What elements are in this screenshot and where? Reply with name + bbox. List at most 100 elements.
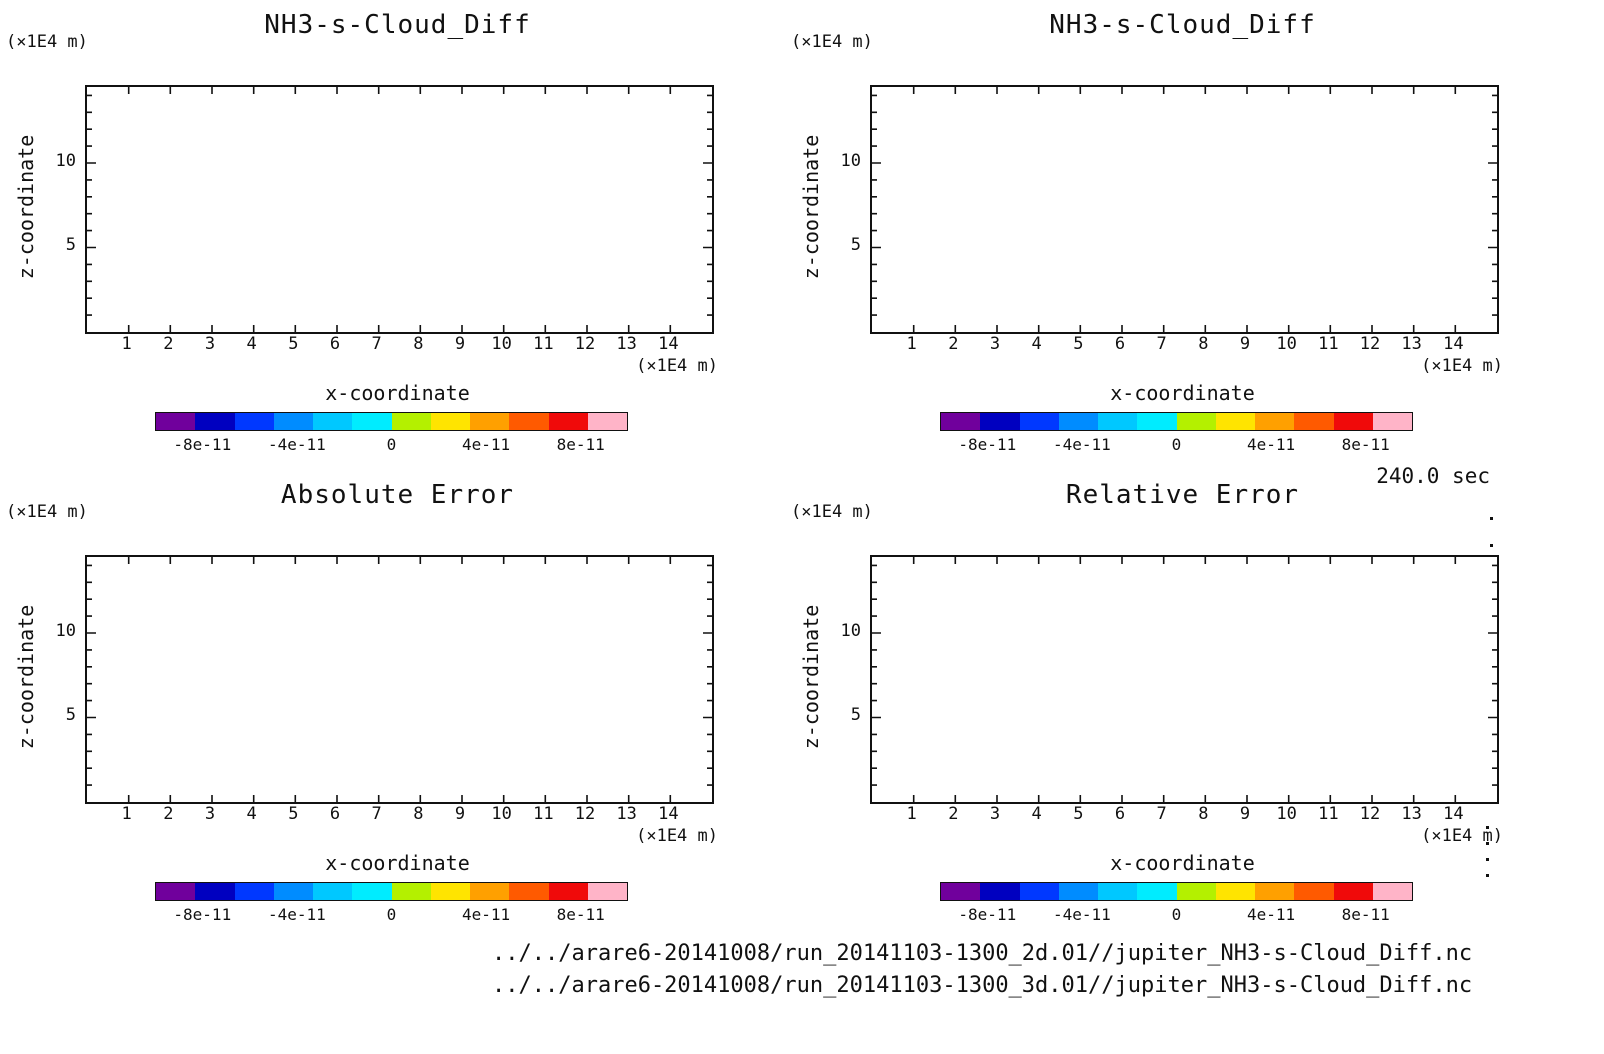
colorbar-swatch xyxy=(156,413,196,430)
x-tick-label: 11 xyxy=(1318,334,1339,354)
colorbar-swatch xyxy=(1333,883,1373,900)
colorbar-swatch xyxy=(1098,413,1138,430)
colorbar-swatch xyxy=(1176,413,1216,430)
plot-area xyxy=(870,85,1499,334)
x-tick-label: 9 xyxy=(1239,804,1251,824)
colorbar-swatch xyxy=(1372,883,1412,900)
colorbar-swatch xyxy=(313,413,353,430)
x-tick-label: 11 xyxy=(533,804,554,824)
x-tick-label: 2 xyxy=(163,334,174,354)
colorbar-swatch xyxy=(548,883,588,900)
colorbar-swatches xyxy=(155,882,628,901)
colorbar-swatch xyxy=(587,883,627,900)
stray-mark xyxy=(1490,517,1493,520)
colorbar-swatch xyxy=(1215,883,1255,900)
panel-nh3-cloud-diff-2: NH3-s-Cloud_Diff (×1E4 m) z-coordinate 1… xyxy=(785,0,1570,470)
axis-ticks xyxy=(872,557,1497,802)
colorbar: -8e-11 -4e-11 0 4e-11 8e-11 xyxy=(155,882,628,925)
stray-mark xyxy=(1486,858,1489,861)
x-axis-unit: (×1E4 m) xyxy=(636,356,718,376)
y-axis-unit: (×1E4 m) xyxy=(6,502,88,522)
x-tick-label: 4 xyxy=(1031,334,1042,354)
colorbar-swatch xyxy=(391,413,431,430)
x-tick-label: 2 xyxy=(948,804,959,824)
x-tick-label: 12 xyxy=(1359,804,1381,824)
x-tick-label: 8 xyxy=(413,804,424,824)
colorbar-swatches xyxy=(940,882,1413,901)
x-tick-label: 6 xyxy=(329,804,341,824)
x-tick-label: 7 xyxy=(1156,334,1167,354)
colorbar-labels: -8e-11 -4e-11 0 4e-11 8e-11 xyxy=(940,901,1413,925)
y-axis-label: z-coordinate xyxy=(799,134,823,280)
x-tick-label: 14 xyxy=(658,334,679,354)
x-tick-label: 8 xyxy=(1198,334,1209,354)
stray-mark xyxy=(1490,544,1493,547)
colorbar-swatch xyxy=(509,413,549,430)
y-axis-unit: (×1E4 m) xyxy=(791,32,873,52)
time-stamp-label: 240.0 sec xyxy=(1376,464,1490,488)
colorbar-swatch xyxy=(156,883,196,900)
colorbar-swatch xyxy=(980,883,1020,900)
colorbar: -8e-11 -4e-11 0 4e-11 8e-11 xyxy=(940,412,1413,455)
panel-absolute-error: Absolute Error (×1E4 m) z-coordinate 10 … xyxy=(0,470,785,940)
colorbar-tick-label: 8e-11 xyxy=(556,905,605,924)
colorbar-swatch xyxy=(352,883,392,900)
colorbar-swatch xyxy=(587,413,627,430)
colorbar-swatch xyxy=(273,413,313,430)
x-tick-label: 1 xyxy=(906,804,917,824)
stray-mark xyxy=(1486,874,1489,877)
x-tick-label: 4 xyxy=(246,334,257,354)
x-tick-label: 4 xyxy=(246,804,257,824)
axis-ticks xyxy=(87,87,712,332)
x-tick-label: 7 xyxy=(1156,804,1167,824)
colorbar-swatch xyxy=(941,413,981,430)
colorbar-tick-label: 8e-11 xyxy=(556,435,605,454)
y-axis-unit: (×1E4 m) xyxy=(6,32,88,52)
colorbar-tick-label: 0 xyxy=(386,435,397,454)
colorbar-swatch xyxy=(195,413,235,430)
x-tick-label: 1 xyxy=(121,804,132,824)
y-tick-label: 10 xyxy=(55,151,76,171)
panel-title: Absolute Error xyxy=(280,480,515,510)
x-tick-label: 3 xyxy=(204,804,216,824)
plot-area xyxy=(870,555,1499,804)
colorbar-swatch xyxy=(1019,883,1059,900)
colorbar-swatch xyxy=(470,883,510,900)
x-tick-label: 9 xyxy=(454,804,466,824)
x-tick-label: 8 xyxy=(413,334,424,354)
colorbar-tick-label: -4e-11 xyxy=(267,905,326,924)
x-axis-unit: (×1E4 m) xyxy=(1421,826,1503,846)
colorbar-swatch xyxy=(195,883,235,900)
colorbar-swatch xyxy=(1098,883,1138,900)
x-tick-label: 6 xyxy=(1114,804,1126,824)
colorbar-tick-label: 4e-11 xyxy=(1247,905,1296,924)
y-tick-label: 5 xyxy=(65,705,76,725)
x-tick-label: 7 xyxy=(371,334,382,354)
x-axis-label: x-coordinate xyxy=(1110,381,1255,405)
y-tick-label: 10 xyxy=(55,621,76,641)
x-tick-label: 9 xyxy=(1239,334,1251,354)
x-tick-label: 5 xyxy=(288,804,299,824)
x-tick-label: 4 xyxy=(1031,804,1042,824)
stray-mark xyxy=(1486,826,1489,829)
colorbar-tick-label: 8e-11 xyxy=(1341,435,1390,454)
colorbar-swatch xyxy=(1058,883,1098,900)
colorbar: -8e-11 -4e-11 0 4e-11 8e-11 xyxy=(940,882,1413,925)
colorbar-tick-label: 4e-11 xyxy=(462,435,511,454)
plot-area xyxy=(85,85,714,334)
colorbar-swatch xyxy=(1215,413,1255,430)
colorbar-swatch xyxy=(1333,413,1373,430)
x-tick-label: 14 xyxy=(658,804,679,824)
y-axis-label: z-coordinate xyxy=(14,604,38,750)
x-tick-label: 5 xyxy=(1073,804,1084,824)
colorbar-swatch xyxy=(352,413,392,430)
colorbar-swatch xyxy=(1255,883,1295,900)
y-tick-label: 5 xyxy=(850,235,861,255)
x-tick-label: 11 xyxy=(533,334,554,354)
colorbar-swatch xyxy=(234,883,274,900)
x-tick-label: 2 xyxy=(948,334,959,354)
x-tick-label: 5 xyxy=(288,334,299,354)
panel-nh3-cloud-diff-1: NH3-s-Cloud_Diff (×1E4 m) z-coordinate 1… xyxy=(0,0,785,470)
colorbar-swatch xyxy=(980,413,1020,430)
